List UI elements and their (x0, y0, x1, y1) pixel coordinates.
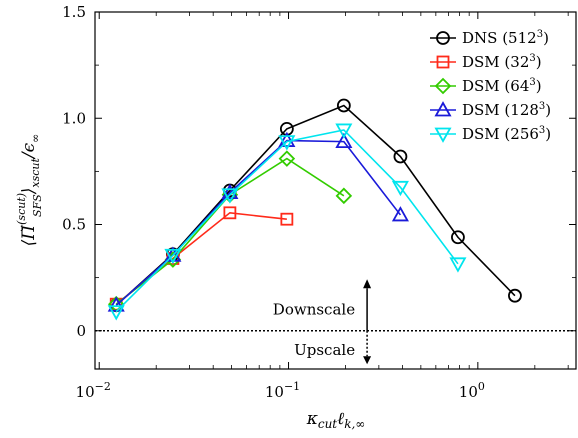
data-point-4 (449, 257, 467, 273)
upscale-arrow-head (363, 356, 372, 365)
axes: 0 0.5 1.0 1.5 10−2 10−1 100 κcutℓk,∞ ⟨Π̆(scut) SF… (15, 3, 577, 431)
data-point-3 (391, 206, 409, 222)
legend-label-0: DNS (5123) (462, 29, 549, 47)
data-point-0 (393, 149, 408, 164)
data-point-2 (278, 150, 296, 167)
legend-label-2: DSM (643) (462, 77, 542, 95)
y-axis-title: ⟨Π̆(scut) SFS⟩xscut/ϵ∞ (15, 134, 44, 247)
data-point-0 (451, 230, 465, 245)
y-tick-label: 0 (76, 322, 86, 340)
x-tick-label: 10−2 (76, 380, 111, 401)
y-tick-label: 0.5 (62, 216, 86, 234)
x-tick-label: 100 (459, 380, 485, 401)
data-point-4 (221, 188, 239, 204)
y-axis-title-text: ⟨Π̆(scut) SFS⟩xscut/ϵ∞ (15, 134, 44, 247)
legend-label-1: DSM (323) (462, 53, 542, 71)
data-point-0 (336, 98, 351, 113)
data-point-4 (391, 180, 409, 197)
data-point-4 (335, 123, 353, 139)
data-point-1 (280, 212, 294, 226)
x-tick-label: 10−1 (265, 380, 300, 401)
downscale-label: Downscale (273, 301, 355, 319)
series-line-3 (115, 139, 402, 306)
data-point-3 (278, 131, 296, 147)
y-tick-label: 1.5 (62, 3, 86, 21)
downscale-arrow-head (363, 279, 372, 289)
legend-marker-0 (436, 31, 450, 45)
series-line-4 (115, 129, 459, 313)
data-point-4 (278, 135, 296, 151)
legend: DNS (5123) DSM (323) DSM (643) DSM (1283) DS… (430, 29, 551, 143)
legend-marker-3 (434, 101, 452, 117)
x-axis-title: κcutℓk,∞ (306, 409, 366, 431)
plot-area (95, 98, 576, 332)
legend-marker-4 (434, 127, 452, 143)
legend-marker-1 (436, 55, 450, 69)
data-point-4 (164, 248, 182, 265)
annotations: Downscale Upscale (273, 279, 372, 365)
legend-label-4: DSM (2563) (462, 125, 551, 143)
data-point-4 (107, 305, 125, 321)
upscale-label: Upscale (294, 341, 355, 359)
data-point-1 (223, 206, 237, 220)
plot-frame (94, 11, 577, 370)
series-line-2 (115, 157, 345, 305)
legend-marker-2 (434, 77, 452, 95)
legend-label-3: DSM (1283) (462, 101, 551, 119)
y-tick-label: 1.0 (62, 109, 86, 127)
data-point-0 (508, 288, 522, 303)
data-point-3 (335, 132, 353, 149)
series-line-0 (115, 104, 516, 306)
data-point-2 (335, 187, 353, 205)
